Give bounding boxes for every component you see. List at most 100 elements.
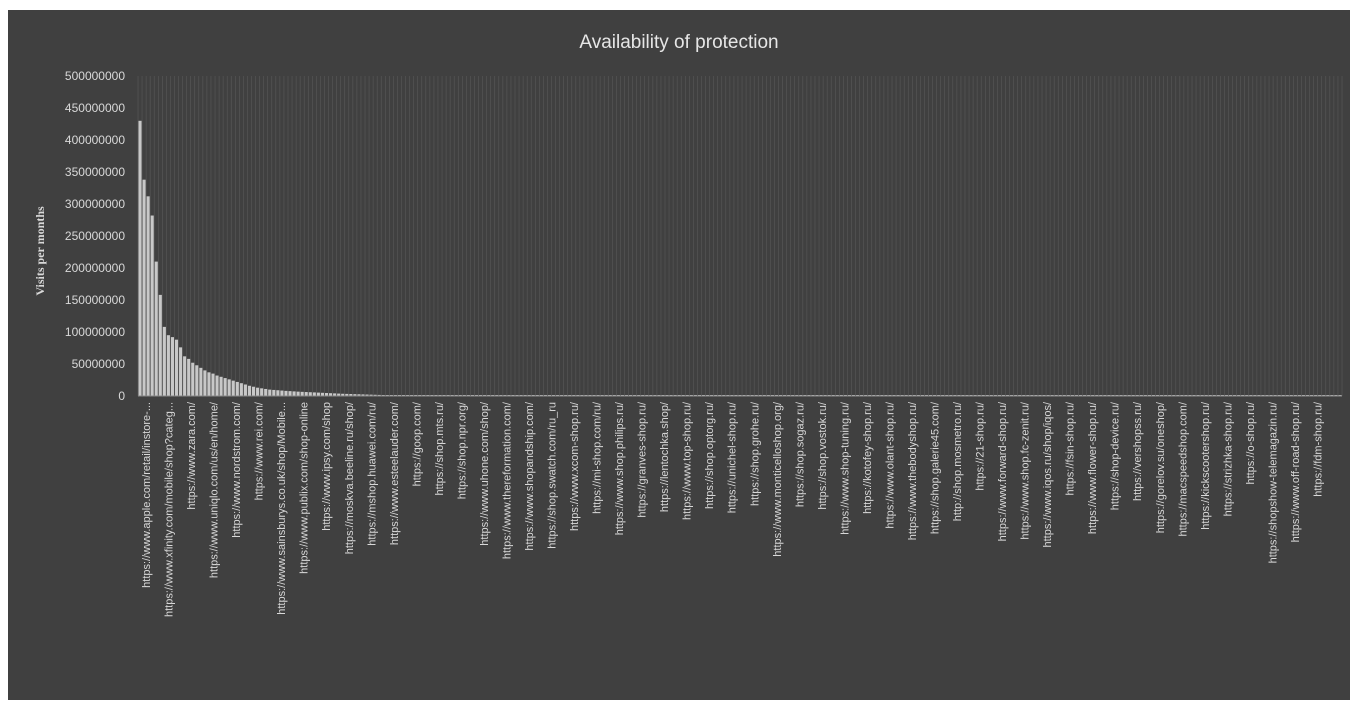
y-tick-label: 200000000 [65,261,125,275]
y-tick-label: 150000000 [65,293,125,307]
x-tick-label: https://www.zara.com/ [186,401,198,510]
y-tick-label: 250000000 [65,229,125,243]
bar [276,390,280,396]
bar [320,392,324,396]
bar [373,394,377,396]
x-tick-label: https://goop.com/ [411,401,423,486]
x-tick-label: https://www.forward-shop.ru/ [997,401,1009,541]
x-tick-label: https://www.iqos.ru/shop/iqos/ [1042,401,1054,547]
bar [231,380,235,396]
x-tick-label: https://shop.mts.ru/ [434,401,446,495]
x-tick-label: https://shop.vostok.ru/ [817,401,829,510]
bar [268,389,272,396]
bar [215,375,219,396]
bar [353,394,357,396]
bar [239,383,243,396]
bar [142,179,146,396]
bars [138,120,1342,397]
bar [345,393,349,396]
bar [284,390,288,396]
bar [308,392,312,396]
x-tick-label: https://vershopss.ru/ [1132,401,1144,501]
x-tick-label: https://kickscootershop.ru/ [1200,401,1212,530]
bar [199,367,203,396]
x-tick-label: https://www.xcom-shop.ru/ [569,401,581,531]
bar [191,362,195,396]
x-tick-label: https://www.nordstrom.com/ [231,401,243,538]
bar [337,393,341,396]
x-tick-label: https://www.apple.com/retail/instore-... [141,402,153,588]
bar [264,388,268,396]
y-tick-label: 100000000 [65,325,125,339]
x-tick-label: https://www.rei.com/ [254,401,266,500]
bar [150,215,154,396]
bar [235,381,239,396]
bar [357,394,361,396]
bar [296,391,300,396]
bar [154,261,158,396]
x-tick-label: https://granves-shop.ru/ [637,401,649,518]
x-tick-label: https://www.off-road-shop.ru/ [1290,401,1302,542]
bar [219,376,223,396]
bar [183,356,187,396]
x-tick-label: https://www.shopandship.com/ [524,401,536,551]
bar [333,393,337,396]
y-axis-ticks: 0 50000000 100000000 150000000 200000000 2500… [65,69,125,403]
bar [272,389,276,396]
x-tick-label: https://www.uniqlo.com/us/en/home/ [209,401,221,578]
bar [227,379,231,396]
gridlines [137,76,1343,396]
bar [312,392,316,396]
x-tick-label: https://shop.npr.org/ [456,401,468,499]
bar [288,391,292,396]
x-tick-label: https://www.monticelloshop.org/ [772,401,784,557]
x-tick-label: https://shop.sogaz.ru/ [794,401,806,507]
y-tick-label: 0 [118,389,125,403]
bar [195,365,199,396]
bar [211,373,215,396]
x-tick-label: https://kotofey-shop.ru/ [862,401,874,514]
x-tick-label: https://unichel-shop.ru/ [727,401,739,513]
bar [223,378,227,396]
x-tick-label: https://mi-shop.com/ru/ [592,401,604,514]
bar [187,358,191,396]
x-tick-label: https://mshop.huawei.com/ru/ [366,401,378,546]
bar-chart: Availability of protection Visits per mo… [33,32,1343,617]
bar [162,326,166,396]
x-tick-label: https://o-shop.ru/ [1245,401,1257,484]
bar [170,337,174,396]
bar [207,372,211,396]
x-tick-label: https://www.shop.fc-zenit.ru/ [1020,401,1032,539]
bar [280,390,284,396]
bar [349,394,353,396]
x-tick-label: https://shopshow-telemagazin.ru/ [1267,401,1279,563]
bar [324,392,329,396]
y-tick-label: 450000000 [65,101,125,115]
bar [329,393,333,396]
x-tick-label: https://www.esteelauder.com/ [389,401,401,545]
y-tick-label: 500000000 [65,69,125,83]
chart-area: Availability of protection Visits per mo… [8,10,1350,700]
x-tick-label: https://www.publix.com/shop-online [299,402,311,574]
bar [251,386,256,396]
x-tick-label: https://shop-device.ru/ [1110,401,1122,510]
bar [300,391,304,396]
x-tick-label: https://21-shop.ru/ [975,401,987,491]
bar [369,394,373,396]
bar [243,384,247,396]
x-tick-label: https://www.top-shop.ru/ [682,401,694,520]
x-tick-label: https://www.olant-shop.ru/ [884,401,896,529]
bar [158,294,162,396]
bar [174,339,179,396]
x-tick-label: https://shop.grohe.ru/ [749,401,761,506]
bar [146,196,150,396]
bar [316,392,320,396]
bar [247,385,252,396]
x-tick-label: https://shop.optorg.ru/ [704,401,716,509]
x-tick-label: https://strizhka-shop.ru/ [1222,401,1234,516]
x-tick-label: https://www.ipsy.com/shop [321,402,333,531]
chart-title: Availability of protection [579,32,778,53]
bar [361,394,365,396]
y-tick-label: 50000000 [72,357,126,371]
x-tick-label: https://fsin-shop.ru/ [1065,401,1077,495]
